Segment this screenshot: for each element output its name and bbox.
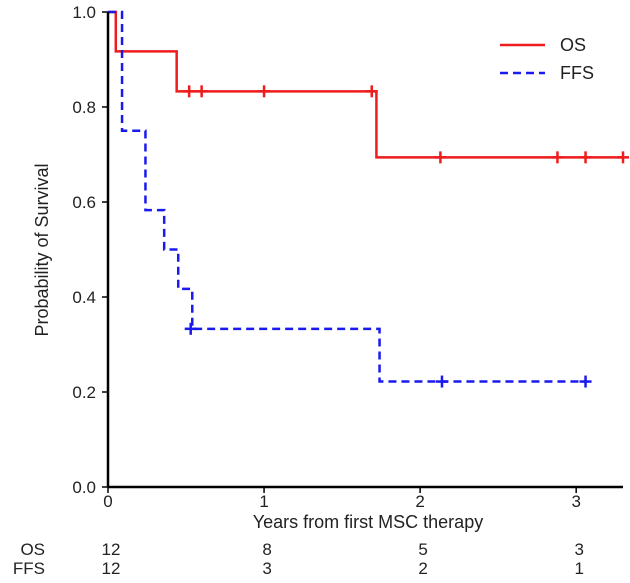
censor-mark-ffs [184, 322, 197, 335]
censor-mark-os [617, 151, 629, 164]
y-tick-label: 0.8 [72, 98, 96, 117]
risk-row-label-ffs: FFS [13, 559, 45, 578]
y-tick-label: 1.0 [72, 3, 96, 22]
censor-mark-ffs [579, 375, 592, 388]
y-tick-label: 0.0 [72, 478, 96, 497]
censor-mark-ffs [435, 375, 448, 388]
y-tick-label: 0.6 [72, 193, 96, 212]
risk-count-ffs: 12 [102, 559, 121, 578]
legend-label-ffs: FFS [560, 63, 594, 83]
series-line-os [108, 10, 623, 159]
x-tick-label: 0 [103, 492, 112, 511]
censor-mark-os [258, 85, 271, 98]
censor-mark-os [183, 85, 196, 98]
censor-mark-os [551, 151, 564, 164]
risk-count-ffs: 1 [574, 559, 583, 578]
axes: 0.0 0.2 0.4 0.6 0.8 1.0 0 1 2 3 [72, 3, 623, 511]
series-line-ffs [108, 10, 586, 383]
risk-count-ffs: 3 [262, 559, 271, 578]
risk-row-label-os: OS [20, 540, 45, 559]
censor-mark-os [365, 85, 378, 98]
censor-mark-os [579, 151, 592, 164]
risk-count-os: 5 [418, 540, 427, 559]
censor-mark-os [434, 151, 447, 164]
x-tick-label: 3 [571, 492, 580, 511]
x-tick-label: 1 [259, 492, 268, 511]
legend: OS FFS [500, 35, 594, 83]
risk-count-os: 12 [102, 540, 121, 559]
x-tick-label: 2 [415, 492, 424, 511]
legend-label-os: OS [560, 35, 586, 55]
risk-count-os: 8 [262, 540, 271, 559]
y-tick-label: 0.2 [72, 383, 96, 402]
x-axis-label: Years from first MSC therapy [253, 512, 483, 532]
plot-marks [108, 10, 629, 388]
censor-mark-os [195, 85, 208, 98]
y-axis-label: Probability of Survival [32, 163, 52, 336]
risk-count-ffs: 2 [418, 559, 427, 578]
y-tick-label: 0.4 [72, 288, 96, 307]
risk-count-os: 3 [574, 540, 583, 559]
risk-table: OS 12 8 5 3 FFS 12 3 2 1 [13, 540, 584, 578]
